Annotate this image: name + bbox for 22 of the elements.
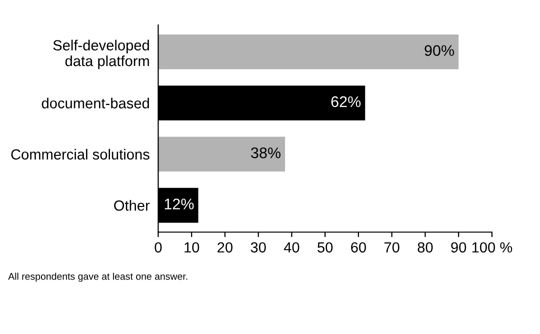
bar xyxy=(158,34,459,70)
x-tick-label: 10 xyxy=(184,242,200,253)
x-tick-label: 40 xyxy=(284,242,300,253)
bar xyxy=(158,136,286,172)
y-tick-label: Other xyxy=(114,200,150,211)
data-label: 90% xyxy=(424,45,454,56)
x-tick-label: 90 xyxy=(451,242,466,253)
x-tick-label: 30 xyxy=(250,242,266,253)
y-tick-label: document-based xyxy=(42,98,149,108)
x-tick-label: 80 xyxy=(418,242,433,253)
text: All respondents gave at least one answer. xyxy=(8,272,188,282)
x-tick-label: 50 xyxy=(318,242,333,253)
data-label: 62% xyxy=(331,96,361,108)
data-label: 38% xyxy=(251,147,280,158)
x-tick-label: 100 % xyxy=(472,242,512,253)
x-tick-label: 0 xyxy=(154,242,162,253)
y-tick-label: Self-developed data platform xyxy=(53,40,149,70)
data-label: 12% xyxy=(164,198,194,210)
y-tick-label: Commercial solutions xyxy=(11,148,150,160)
x-tick-label: 20 xyxy=(218,242,233,253)
x-tick-label: 70 xyxy=(384,242,400,253)
x-tick-label: 60 xyxy=(351,242,366,253)
